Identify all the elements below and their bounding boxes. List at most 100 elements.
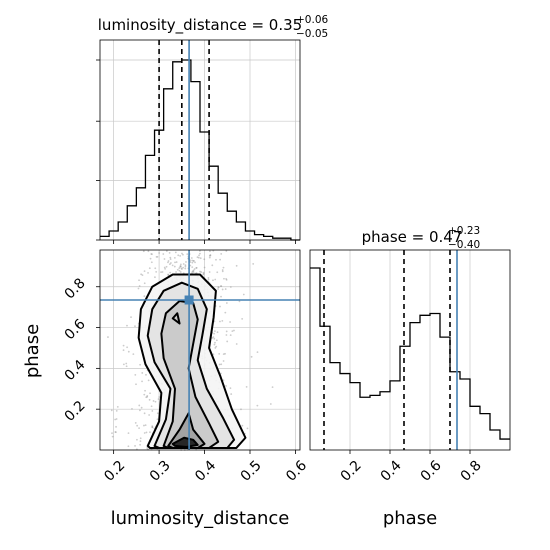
joint-scatter-point: [149, 392, 151, 395]
joint-scatter-point: [221, 270, 224, 273]
joint-scatter-point: [134, 373, 137, 376]
joint-scatter-point: [141, 372, 144, 374]
joint-scatter-point: [203, 258, 206, 261]
phase-x-tick-label: 0.2: [338, 458, 365, 485]
joint-scatter-point: [207, 278, 210, 281]
joint-scatter-point: [199, 252, 201, 255]
joint-scatter-point: [238, 300, 241, 303]
joint-scatter-point: [186, 253, 189, 256]
joint-scatter-point: [256, 404, 259, 407]
joint-scatter-point: [134, 325, 136, 328]
joint-scatter-point: [139, 440, 142, 443]
joint-scatter-point: [141, 274, 144, 277]
phase-title-sup: +0.23: [448, 225, 480, 237]
phase-grid: [349, 250, 471, 450]
joint-scatter-point: [203, 266, 206, 269]
joint-scatter-point: [209, 250, 211, 253]
joint-scatter-point: [110, 409, 113, 412]
joint-contour-level: [171, 312, 181, 325]
joint-scatter-point: [175, 261, 178, 263]
joint-scatter-point: [230, 393, 233, 395]
joint-scatter-point: [182, 263, 185, 265]
joint-x-tick-label: 0.6: [283, 458, 310, 485]
joint-scatter-point: [225, 385, 227, 387]
luminosity-distance-title: luminosity_distance = 0.35: [98, 16, 302, 35]
joint-scatter-point: [222, 360, 225, 362]
joint-scatter-point: [193, 268, 196, 270]
joint-scatter-point: [139, 443, 141, 446]
joint-scatter-point: [220, 252, 223, 255]
joint-scatter-point: [182, 266, 185, 269]
joint-scatter-point: [179, 271, 182, 273]
joint-scatter-point: [144, 389, 146, 392]
joint-scatter-point: [138, 279, 140, 282]
joint-x-tick-label: 0.4: [192, 458, 219, 485]
joint-scatter-point: [114, 431, 117, 433]
joint-x-axis-label: luminosity_distance: [111, 508, 290, 529]
joint-scatter-point: [177, 254, 180, 257]
joint-y-tick-label: 0.6: [62, 316, 89, 343]
joint-scatter-point: [184, 267, 187, 270]
joint-scatter-point: [209, 254, 212, 257]
joint-scatter-point: [163, 266, 166, 269]
joint-y-tick-label: 0.8: [62, 275, 89, 302]
joint-scatter-point: [154, 276, 156, 279]
joint-scatter-point: [165, 250, 168, 252]
joint-scatter-point: [256, 351, 259, 354]
joint-scatter-point: [221, 319, 224, 322]
joint-scatter-point: [191, 259, 194, 262]
joint-scatter-point: [178, 269, 181, 272]
joint-scatter-point: [199, 270, 201, 273]
joint-scatter-point: [149, 431, 151, 434]
joint-scatter-point: [216, 271, 219, 274]
joint-scatter-point: [241, 317, 244, 320]
phase-x-tick-label: 0.8: [458, 458, 485, 485]
joint-scatter-point: [191, 261, 194, 264]
joint-scatter-point: [114, 418, 117, 421]
joint-contour-level: [167, 412, 206, 449]
joint-scatter-point: [217, 288, 219, 290]
joint-scatter-point: [143, 270, 146, 273]
phase-x-tick-label: 0.4: [378, 458, 405, 485]
joint-scatter-point: [143, 424, 145, 427]
joint-scatter-point: [217, 286, 220, 288]
phase-title: phase = 0.47: [362, 228, 463, 246]
joint-scatter-point: [250, 355, 253, 358]
joint-scatter-point: [134, 445, 136, 447]
joint-scatter-point: [202, 271, 205, 274]
joint-scatter-point: [170, 262, 172, 264]
joint-scatter-point: [134, 422, 137, 424]
joint-scatter-point: [222, 379, 225, 382]
joint-scatter-point: [150, 261, 153, 264]
joint-y-ticks: 0.2 0.4 0.6 0.8: [62, 275, 100, 425]
joint-scatter-point: [224, 311, 227, 314]
joint-scatter-point: [143, 432, 146, 434]
joint-scatter-point: [116, 405, 119, 408]
joint-scatter-point: [169, 258, 172, 261]
joint-x-tick-label: 0.3: [147, 458, 174, 485]
joint-scatter-point: [137, 287, 140, 290]
joint-scatter-point: [148, 267, 151, 270]
joint-scatter-point: [168, 251, 171, 254]
joint-scatter-point: [169, 256, 172, 259]
joint-scatter-point: [220, 295, 222, 298]
joint-x-ticks: 0.2 0.3 0.4 0.5 0.6: [101, 450, 310, 485]
joint-scatter-point: [156, 412, 159, 415]
joint-truth-marker: [184, 295, 194, 305]
joint-scatter-point: [176, 268, 179, 271]
joint-scatter-point: [143, 393, 146, 396]
joint-scatter-point: [191, 266, 194, 268]
joint-scatter-point: [147, 272, 149, 274]
joint-scatter-point: [225, 334, 228, 336]
joint-scatter-point: [242, 293, 245, 296]
joint-scatter-point: [225, 330, 228, 333]
luminosity-distance-histogram-panel: luminosity_distance = 0.35 +0.06 −0.05: [96, 14, 328, 244]
joint-scatter-point: [269, 403, 272, 405]
joint-scatter-point: [156, 418, 159, 421]
joint-scatter-point: [215, 339, 218, 342]
joint-scatter-point: [149, 257, 152, 260]
joint-scatter-point: [115, 418, 118, 420]
joint-scatter-point: [213, 330, 216, 333]
joint-scatter-point: [139, 363, 141, 366]
